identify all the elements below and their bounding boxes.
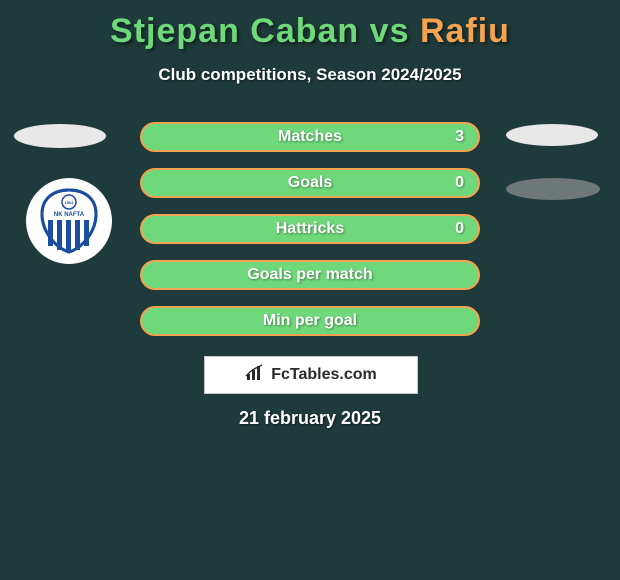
vs-text: vs bbox=[359, 12, 420, 50]
player1-name: Stjepan Caban bbox=[110, 12, 359, 50]
chart-icon bbox=[245, 364, 265, 387]
stat-label: Matches bbox=[278, 128, 342, 146]
stat-right-value: 3 bbox=[455, 128, 464, 146]
player1-club-badge: 1903 NK NAFTA bbox=[26, 178, 112, 264]
stat-label: Goals per match bbox=[247, 266, 372, 284]
player2-name: Rafiu bbox=[420, 12, 510, 50]
subtitle: Club competitions, Season 2024/2025 bbox=[0, 65, 620, 85]
player2-photo-placeholder bbox=[506, 124, 598, 146]
svg-text:NK NAFTA: NK NAFTA bbox=[54, 212, 85, 218]
svg-text:1903: 1903 bbox=[65, 200, 75, 205]
nafta-badge-icon: 1903 NK NAFTA bbox=[36, 188, 102, 254]
comparison-title: Stjepan Caban vs Rafiu bbox=[0, 0, 620, 51]
stat-right-value: 0 bbox=[455, 174, 464, 192]
attribution-text: FcTables.com bbox=[271, 366, 377, 384]
date-text: 21 february 2025 bbox=[0, 408, 620, 429]
player1-photo-placeholder bbox=[14, 124, 106, 148]
stat-right-value: 0 bbox=[455, 220, 464, 238]
stat-row: Goals per match bbox=[140, 260, 480, 290]
stat-label: Goals bbox=[288, 174, 332, 192]
stat-row: Matches 3 bbox=[140, 122, 480, 152]
stats-rows: Matches 3 Goals 0 Hattricks 0 Goals per match M… bbox=[140, 122, 480, 352]
stat-label: Hattricks bbox=[276, 220, 344, 238]
stat-row: Hattricks 0 bbox=[140, 214, 480, 244]
stat-label: Min per goal bbox=[263, 312, 357, 330]
player2-club-placeholder bbox=[506, 178, 600, 200]
stat-row: Min per goal bbox=[140, 306, 480, 336]
stat-row: Goals 0 bbox=[140, 168, 480, 198]
attribution-box[interactable]: FcTables.com bbox=[204, 356, 418, 394]
